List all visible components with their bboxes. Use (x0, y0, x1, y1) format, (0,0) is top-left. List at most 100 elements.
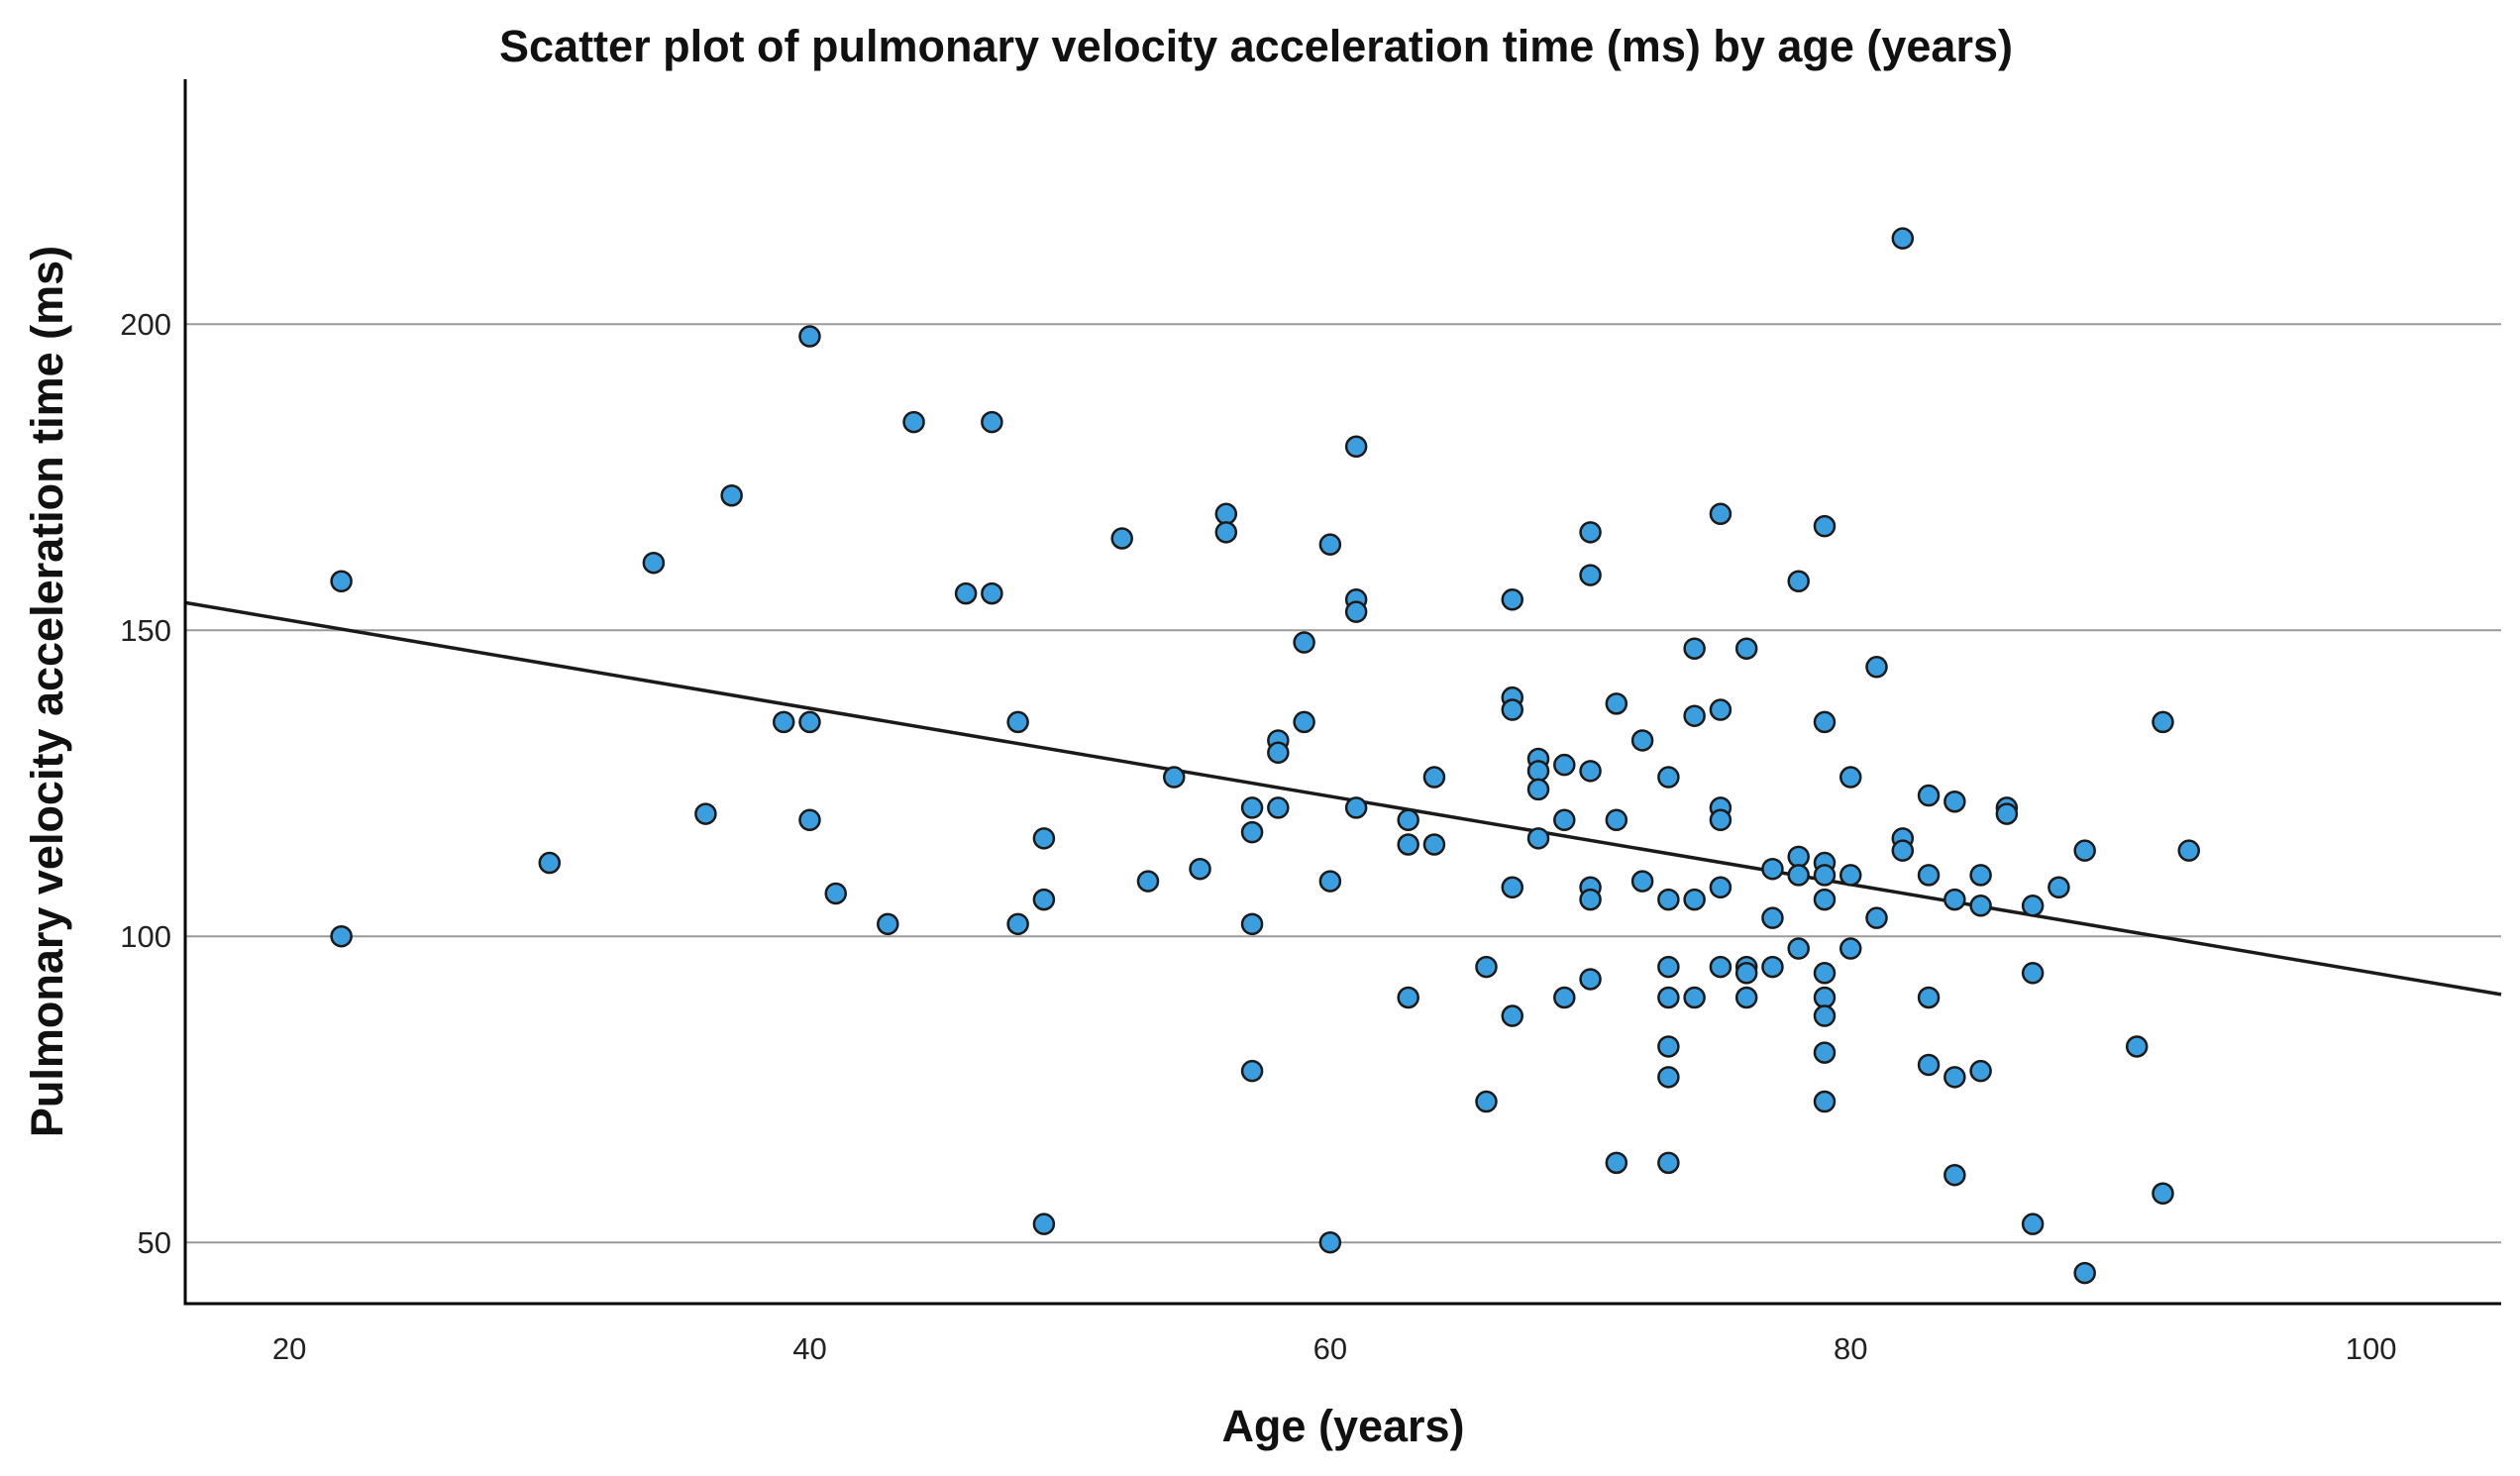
data-point (1553, 808, 1576, 832)
data-point (1422, 766, 1446, 789)
data-point (1032, 827, 1056, 850)
data-point (1501, 588, 1524, 611)
data-point (1397, 833, 1419, 856)
data-point (772, 710, 795, 734)
data-point (877, 912, 899, 936)
data-point (1709, 502, 1732, 526)
data-point (1344, 600, 1368, 623)
data-point (2152, 1182, 2174, 1206)
data-point (1657, 955, 1680, 979)
data-point (824, 882, 847, 905)
data-point (1839, 864, 1862, 887)
data-point (2152, 710, 2174, 734)
data-point (1734, 637, 1758, 660)
data-point (1761, 857, 1784, 881)
data-point (1709, 698, 1732, 721)
data-points (330, 227, 2201, 1285)
data-point (1813, 514, 1837, 538)
data-point (1891, 839, 1915, 862)
data-point (1397, 808, 1419, 832)
data-point (1553, 753, 1576, 777)
data-point (1526, 827, 1550, 850)
y-tick-label: 200 (120, 307, 171, 342)
data-point (1422, 833, 1446, 856)
data-point (1683, 986, 1706, 1009)
data-point (1110, 527, 1133, 550)
data-point (1240, 912, 1264, 936)
data-point (902, 410, 925, 434)
data-point (1267, 741, 1290, 765)
data-point (1475, 955, 1498, 979)
data-point (1501, 1004, 1524, 1027)
data-point (1995, 802, 2019, 825)
data-point (1267, 796, 1290, 819)
data-point (1605, 808, 1628, 832)
data-point (1813, 888, 1837, 911)
data-point (1683, 888, 1706, 911)
data-point (954, 581, 978, 605)
fit-line-layer (184, 600, 2502, 997)
data-point (1579, 760, 1602, 783)
axis-lines (183, 79, 2501, 1306)
data-point (1318, 533, 1342, 556)
data-point (1630, 729, 1654, 752)
data-point (798, 325, 821, 348)
data-point (1579, 521, 1602, 544)
data-point (1709, 955, 1732, 979)
data-point (798, 710, 821, 734)
chart-title: Scatter plot of pulmonary velocity accel… (499, 21, 2013, 71)
data-point (2073, 839, 2096, 862)
y-tick-label: 150 (120, 613, 171, 648)
data-point (1943, 888, 1966, 911)
data-point (1813, 986, 1837, 1009)
data-point (1579, 968, 1602, 991)
data-point (1318, 870, 1342, 893)
data-point (1917, 784, 1941, 807)
data-point (1787, 570, 1810, 593)
data-point (1293, 710, 1315, 734)
data-point (1006, 710, 1029, 734)
y-tick-label: 100 (120, 919, 171, 954)
data-point (1318, 1230, 1342, 1254)
data-point (2125, 1035, 2149, 1058)
data-point (1683, 637, 1706, 660)
data-point (1813, 864, 1837, 887)
data-point (981, 410, 1003, 434)
data-point (1657, 1151, 1680, 1175)
data-point (2021, 895, 2045, 917)
data-point (1526, 760, 1550, 783)
data-point (1136, 870, 1160, 893)
data-point (1917, 1053, 1941, 1077)
data-point (1865, 656, 1888, 679)
data-point (1917, 864, 1941, 887)
data-point (1839, 766, 1862, 789)
data-point (1579, 564, 1602, 586)
data-point (1240, 796, 1264, 819)
data-point (1579, 888, 1602, 911)
data-point (1969, 895, 1992, 917)
axes (183, 79, 2501, 1306)
y-tick-labels: 50 100 150 200 (120, 307, 171, 1260)
x-tick-label: 20 (272, 1331, 306, 1366)
data-point (1734, 986, 1758, 1009)
data-point (798, 808, 821, 832)
data-point (1865, 906, 1888, 929)
x-axis-label: Age (years) (1221, 1401, 1464, 1451)
data-point (1734, 962, 1758, 985)
data-point (1683, 704, 1706, 727)
data-point (1943, 790, 1966, 813)
x-tick-label: 40 (792, 1331, 826, 1366)
data-point (981, 581, 1003, 605)
fit-line (184, 600, 2502, 997)
data-point (1240, 820, 1264, 844)
data-point (1032, 888, 1056, 911)
data-point (330, 924, 353, 948)
data-point (1969, 864, 1992, 887)
x-tick-label: 100 (2346, 1331, 2397, 1366)
data-point (1813, 1004, 1837, 1027)
x-tick-label: 60 (1313, 1331, 1347, 1366)
data-point (2021, 1212, 2045, 1235)
data-point (330, 570, 353, 593)
y-tick-label: 50 (138, 1225, 171, 1260)
data-point (1709, 808, 1732, 832)
